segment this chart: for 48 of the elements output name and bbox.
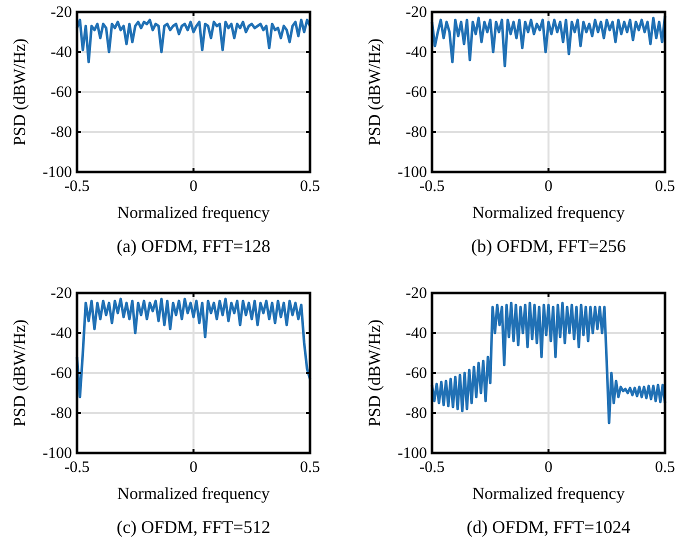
x-tick-label: -0.5: [419, 178, 445, 195]
y-axis-title: PSD (dBW/Hz): [365, 38, 384, 146]
text: (b) OFDM, FFT=256: [471, 236, 626, 256]
x-tick-label: 0.5: [655, 178, 675, 195]
y-tick-label: -60: [406, 84, 427, 101]
y-tick-label: -40: [406, 325, 427, 342]
text: (a) OFDM, FFT=128: [116, 236, 270, 256]
x-axis-title: Normalized frequency: [472, 484, 626, 503]
y-tick-label: -80: [406, 405, 427, 422]
y-axis-title: PSD (dBW/Hz): [10, 38, 29, 146]
y-tick-label: -20: [50, 285, 72, 302]
line-series: [430, 302, 666, 424]
x-tick-label: 0.5: [300, 459, 320, 476]
y-tick-label: -100: [42, 445, 72, 462]
y-axis-title: PSD (dBW/Hz): [365, 319, 384, 427]
x-tick-label: 0.5: [655, 459, 675, 476]
x-tick-label: 0.5: [300, 178, 320, 195]
y-tick-label: -60: [406, 365, 427, 382]
line-series: [76, 18, 312, 64]
y-tick-label: -40: [50, 325, 72, 342]
x-tick-label: 0: [190, 459, 198, 476]
x-tick-label: 0: [190, 178, 198, 195]
y-tick-label: -80: [50, 124, 72, 141]
y-tick-label: -80: [406, 124, 427, 141]
text: (c) OFDM, FFT=512: [116, 517, 270, 537]
y-tick-label: -100: [42, 164, 72, 181]
x-axis-title: Normalized frequency: [117, 203, 270, 222]
y-tick-label: -60: [50, 84, 72, 101]
y-tick-label: -100: [398, 164, 427, 181]
x-tick-label: -0.5: [64, 459, 90, 476]
y-axis-title: PSD (dBW/Hz): [10, 319, 29, 427]
x-axis-title: Normalized frequency: [472, 203, 626, 222]
x-tick-label: 0: [544, 459, 552, 476]
y-tick-label: -20: [406, 285, 427, 302]
y-tick-label: -100: [398, 445, 427, 462]
line-series: [430, 14, 666, 68]
x-tick-label: 0: [544, 178, 552, 195]
y-tick-label: -60: [50, 365, 72, 382]
text: (d) OFDM, FFT=1024: [466, 517, 630, 537]
x-tick-label: -0.5: [64, 178, 90, 195]
line-series: [76, 298, 312, 398]
x-axis-title: Normalized frequency: [117, 484, 270, 503]
y-tick-label: -40: [50, 44, 72, 61]
y-tick-label: -80: [50, 405, 72, 422]
y-tick-label: -40: [406, 44, 427, 61]
x-tick-label: -0.5: [419, 459, 445, 476]
y-tick-label: -20: [50, 4, 72, 21]
y-tick-label: -20: [406, 4, 427, 21]
